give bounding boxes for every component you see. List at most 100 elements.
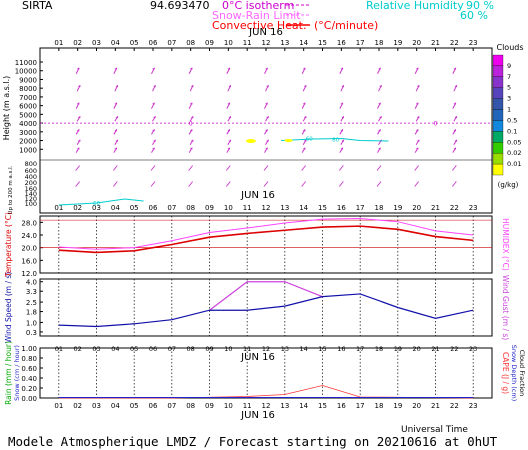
top-hour-label: 14 <box>299 39 308 47</box>
wind-panel-tick-label: 3.3 <box>26 288 37 296</box>
wind-arrow-head <box>115 116 119 119</box>
date-label-top: JUN 16 <box>248 27 283 38</box>
wind-arrow-head <box>265 67 268 70</box>
wind-arrow-head <box>228 139 232 142</box>
wind-panel-ylabel-right: Wind Gust (m / s) <box>501 275 510 340</box>
mid-hour-label: 15 <box>318 204 327 212</box>
wind-arrow-head <box>228 85 232 88</box>
precip-top-hour-label: 03 <box>92 345 100 353</box>
temperature-panel-tick-label: 20.0 <box>21 245 37 253</box>
panels: 0101020203030404050506060707080809091010… <box>2 27 526 421</box>
wind-panel-tick-label: 0.3 <box>26 329 37 337</box>
bottom-hour-label: 09 <box>205 402 214 410</box>
low-wind-arrow <box>376 165 382 171</box>
wind-arrow-head <box>341 116 345 119</box>
top-hour-label: 04 <box>111 39 120 47</box>
precip-top-hour-label: 21 <box>431 345 439 353</box>
mid-hour-label: 05 <box>130 204 139 212</box>
mid-hour-label: 02 <box>73 204 82 212</box>
forecast-caption: Modele Atmospherique LMDZ / Forecast sta… <box>8 434 498 449</box>
height-tick-label: 1000 <box>19 146 37 154</box>
top-hour-label: 07 <box>167 39 176 47</box>
bottom-hour-label: 08 <box>186 402 195 410</box>
top-hour-label: 17 <box>356 39 365 47</box>
low-wind-arrow <box>376 181 382 187</box>
top-hour-label: 21 <box>431 39 440 47</box>
precip-panel-tick-label: 0.60 <box>21 365 37 373</box>
height-tick-label: 11000 <box>15 59 37 67</box>
cloud-colorbar-tick: 0.01 <box>507 160 521 168</box>
low-height-tick-label: 600 <box>25 167 37 175</box>
wind-arrow-head <box>341 139 345 142</box>
rh-contour-label: 60 <box>306 137 313 143</box>
bottom-hour-label: 13 <box>280 402 289 410</box>
cloud-colorbar-tick: 0.1 <box>507 127 517 135</box>
mid-hour-label: 03 <box>92 204 101 212</box>
low-wind-arrow <box>225 165 231 171</box>
top-hour-label: 01 <box>54 39 63 47</box>
low-wind-arrow <box>338 165 344 171</box>
low-wind-arrow <box>301 181 307 187</box>
wind-arrow-head <box>189 67 193 70</box>
wind-arrow-head <box>266 85 269 88</box>
zero-isotherm-label: 0 <box>189 121 193 128</box>
low-wind-arrow <box>451 165 457 171</box>
coordinates: 94.693470 <box>150 0 210 12</box>
precip-top-hour-label: 02 <box>74 345 82 353</box>
top-hour-label: 12 <box>262 39 271 47</box>
wind-arrow-head <box>76 129 80 132</box>
wind-arrow-head <box>76 102 80 105</box>
cloud-colorbar-swatch <box>492 120 504 132</box>
low-height-tick-label: 160 <box>25 185 37 193</box>
cloud-colorbar-swatch <box>492 109 504 121</box>
top-hour-label: 08 <box>186 39 195 47</box>
height-tick-label: 10000 <box>15 68 37 76</box>
mid-hour-label: 06 <box>149 204 158 212</box>
low-height-tick-label: 400 <box>25 173 37 181</box>
bottom-hour-label: 02 <box>73 402 82 410</box>
wind-arrow-head <box>77 139 81 142</box>
rh-contour-label: 60 <box>332 138 339 144</box>
bottom-hour-label: 21 <box>431 402 440 410</box>
cloud-colorbar-swatch <box>492 153 504 165</box>
low-wind-arrow <box>263 165 269 171</box>
temperature-panel-frame <box>39 215 493 274</box>
mid-hour-label: 18 <box>375 204 384 212</box>
top-hour-label: 02 <box>73 39 82 47</box>
low-wind-arrow <box>301 165 307 171</box>
wind-arrow-head <box>303 85 307 88</box>
wind-arrow-head <box>153 116 156 119</box>
cloud-colorbar-swatch <box>492 98 504 110</box>
wind-arrow-head <box>453 67 457 70</box>
wind-arrow-head <box>453 102 457 105</box>
top-hour-label: 05 <box>130 39 139 47</box>
precip-top-hour-label: 01 <box>55 345 63 353</box>
wind-arrow-head <box>190 85 194 88</box>
legend-convective-heat: Convective Heat. <box>212 19 306 32</box>
snow-ylabel: Snow (cm / hour) <box>13 345 21 401</box>
wind-arrow-head <box>379 116 382 119</box>
precip-top-hour-label: 16 <box>337 345 345 353</box>
low-wind-arrow <box>150 165 156 171</box>
wind-arrow-head <box>114 129 118 132</box>
top-hour-label: 23 <box>469 39 478 47</box>
mid-hour-label: 21 <box>431 204 440 212</box>
legend-convective-unit: (°C/minute) <box>314 19 378 32</box>
top-hour-label: 03 <box>92 39 101 47</box>
low-wind-arrow <box>75 165 81 171</box>
wind-arrow-head <box>415 147 419 150</box>
top-hour-label: 22 <box>450 39 459 47</box>
mid-hour-label: 07 <box>167 204 176 212</box>
wind-arrow-head <box>265 147 268 150</box>
low-wind-arrow <box>150 181 156 187</box>
top-hour-label: 16 <box>337 39 346 47</box>
rh-contour-label: 60 <box>93 201 100 207</box>
wind-arrow-head <box>189 129 193 132</box>
precip-top-hour-label: 15 <box>318 345 326 353</box>
wind-arrow-head <box>378 102 381 105</box>
temperature-line <box>58 225 474 254</box>
wind-arrow-head <box>453 147 457 150</box>
legend-rh-label: Relative Humidity <box>366 0 464 12</box>
wind-arrow-head <box>378 67 381 70</box>
wind-arrow-head <box>77 116 81 119</box>
